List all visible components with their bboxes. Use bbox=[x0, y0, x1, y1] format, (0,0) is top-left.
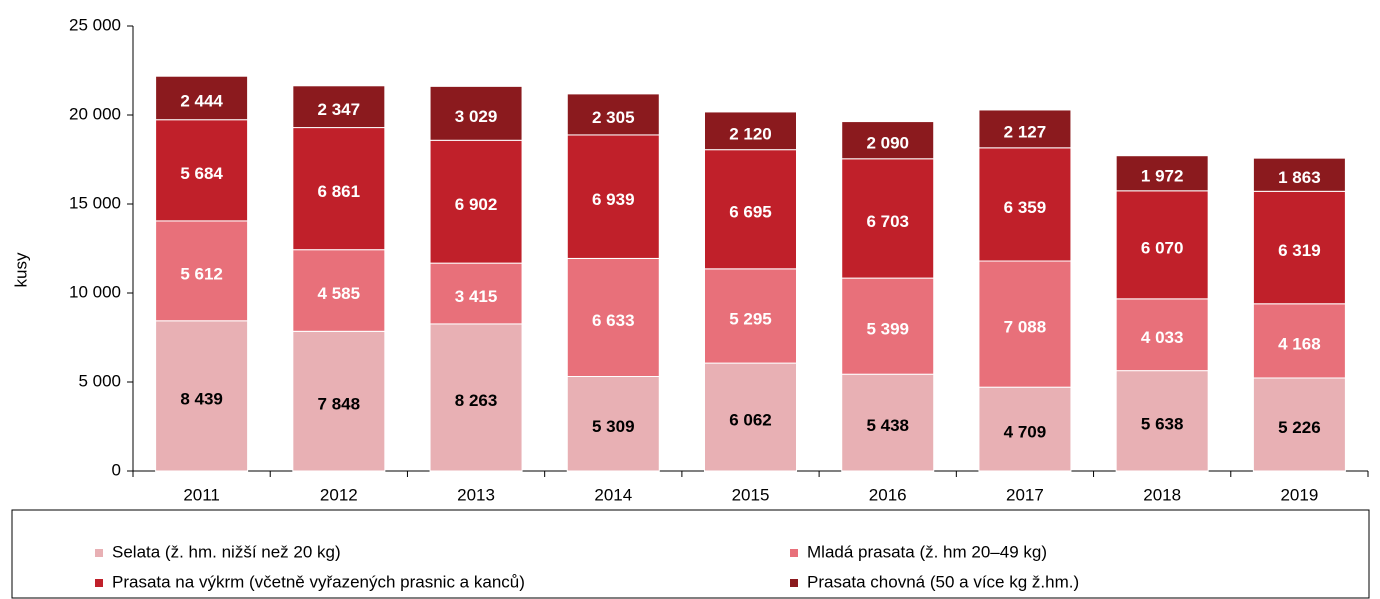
bar-segment bbox=[841, 121, 935, 160]
bar-segment bbox=[841, 277, 935, 375]
bar-segment bbox=[566, 134, 660, 259]
data-label: 8 439 bbox=[180, 389, 223, 408]
x-tick-label: 2016 bbox=[869, 485, 907, 504]
data-label: 2 305 bbox=[592, 108, 635, 127]
y-tick-label: 15 000 bbox=[69, 193, 121, 212]
data-label: 6 359 bbox=[1004, 198, 1047, 217]
data-label: 5 438 bbox=[866, 416, 909, 435]
bar-segment bbox=[1252, 157, 1346, 192]
data-label: 2 120 bbox=[729, 124, 772, 143]
x-tick-label: 2015 bbox=[732, 485, 770, 504]
bar-segment bbox=[704, 149, 797, 270]
data-label: 6 062 bbox=[729, 411, 772, 430]
data-label: 4 168 bbox=[1278, 334, 1321, 353]
bar-segment bbox=[155, 75, 249, 121]
x-tick-label: 2018 bbox=[1143, 485, 1181, 504]
bar-segment bbox=[566, 375, 660, 472]
bar-segment bbox=[841, 158, 935, 279]
legend-swatch bbox=[95, 549, 103, 557]
bar-segment bbox=[155, 119, 249, 222]
y-tick-label: 0 bbox=[112, 460, 121, 479]
bar-segment bbox=[1115, 370, 1209, 472]
data-label: 5 226 bbox=[1278, 418, 1321, 437]
data-label: 5 295 bbox=[729, 309, 772, 328]
legend-swatch bbox=[790, 549, 798, 557]
legend-box bbox=[11, 509, 1370, 599]
bar-segment bbox=[566, 93, 660, 136]
data-label: 7 088 bbox=[1004, 318, 1047, 337]
x-tick-label: 2011 bbox=[183, 485, 220, 504]
legend-swatch bbox=[95, 579, 103, 587]
data-label: 2 444 bbox=[180, 91, 223, 110]
bar-segment bbox=[1252, 190, 1346, 305]
bar-segment bbox=[704, 268, 797, 364]
data-label: 6 695 bbox=[729, 203, 772, 222]
data-label: 5 684 bbox=[180, 164, 223, 183]
bar-segment bbox=[841, 373, 935, 472]
bar-segment bbox=[155, 320, 249, 472]
bar-segment bbox=[978, 109, 1072, 149]
data-label: 5 399 bbox=[866, 320, 909, 339]
y-tick-label: 5 000 bbox=[78, 371, 121, 390]
bar-segment bbox=[429, 323, 523, 472]
bar-segment bbox=[1115, 155, 1209, 192]
bar-segment bbox=[978, 386, 1072, 472]
y-tick-label: 20 000 bbox=[69, 104, 121, 123]
data-label: 6 939 bbox=[592, 190, 635, 209]
data-label: 4 033 bbox=[1141, 328, 1184, 347]
y-tick-label: 10 000 bbox=[69, 282, 121, 301]
data-label: 3 415 bbox=[455, 287, 498, 306]
data-label: 6 633 bbox=[592, 311, 635, 330]
data-label: 1 863 bbox=[1278, 168, 1321, 187]
data-label: 5 309 bbox=[592, 417, 635, 436]
bar-segment bbox=[292, 127, 386, 251]
x-tick-label: 2013 bbox=[457, 485, 495, 504]
data-label: 4 585 bbox=[318, 284, 361, 303]
data-label: 3 029 bbox=[455, 107, 498, 126]
bar-segment bbox=[429, 139, 523, 264]
data-label: 5 612 bbox=[180, 264, 223, 283]
data-label: 1 972 bbox=[1141, 167, 1184, 186]
data-label: 2 347 bbox=[318, 100, 361, 119]
x-tick-label: 2012 bbox=[320, 485, 358, 504]
legend-label: Mladá prasata (ž. hm 20–49 kg) bbox=[807, 542, 1047, 561]
data-label: 4 709 bbox=[1004, 423, 1047, 442]
bar-segment bbox=[566, 257, 660, 377]
x-tick-label: 2014 bbox=[594, 485, 632, 504]
bar-segment bbox=[292, 330, 386, 472]
bar-segment bbox=[155, 220, 249, 322]
data-label: 8 263 bbox=[455, 391, 498, 410]
legend-swatch bbox=[790, 579, 798, 587]
legend-label: Prasata chovná (50 a více kg ž.hm.) bbox=[807, 572, 1079, 591]
bar-segment bbox=[1252, 303, 1346, 379]
data-label: 7 848 bbox=[318, 395, 361, 414]
data-label: 6 070 bbox=[1141, 238, 1184, 257]
bar-segment bbox=[704, 362, 797, 472]
data-label: 6 319 bbox=[1278, 241, 1321, 260]
bar-segment bbox=[1115, 190, 1209, 300]
bar-segment bbox=[429, 262, 523, 325]
x-tick-label: 2019 bbox=[1280, 485, 1318, 504]
bar-segment bbox=[978, 147, 1072, 262]
bar-segment bbox=[704, 111, 797, 151]
legend-label: Prasata na výkrm (včetně vyřazených pras… bbox=[112, 572, 525, 591]
x-tick-label: 2017 bbox=[1006, 485, 1044, 504]
bar-segment bbox=[1252, 377, 1346, 472]
bar-segment bbox=[292, 85, 386, 129]
y-axis-label: kusy bbox=[11, 252, 30, 287]
data-label: 2 127 bbox=[1004, 122, 1047, 141]
data-label: 6 902 bbox=[455, 195, 498, 214]
data-label: 2 090 bbox=[866, 134, 909, 153]
data-label: 5 638 bbox=[1141, 414, 1184, 433]
y-tick-label: 25 000 bbox=[69, 15, 121, 34]
data-label: 6 861 bbox=[318, 182, 361, 201]
legend-label: Selata (ž. hm. nižší než 20 kg) bbox=[112, 542, 341, 561]
data-label: 6 703 bbox=[866, 212, 909, 231]
bar-segment bbox=[429, 85, 523, 141]
bar-segment bbox=[1115, 298, 1209, 372]
